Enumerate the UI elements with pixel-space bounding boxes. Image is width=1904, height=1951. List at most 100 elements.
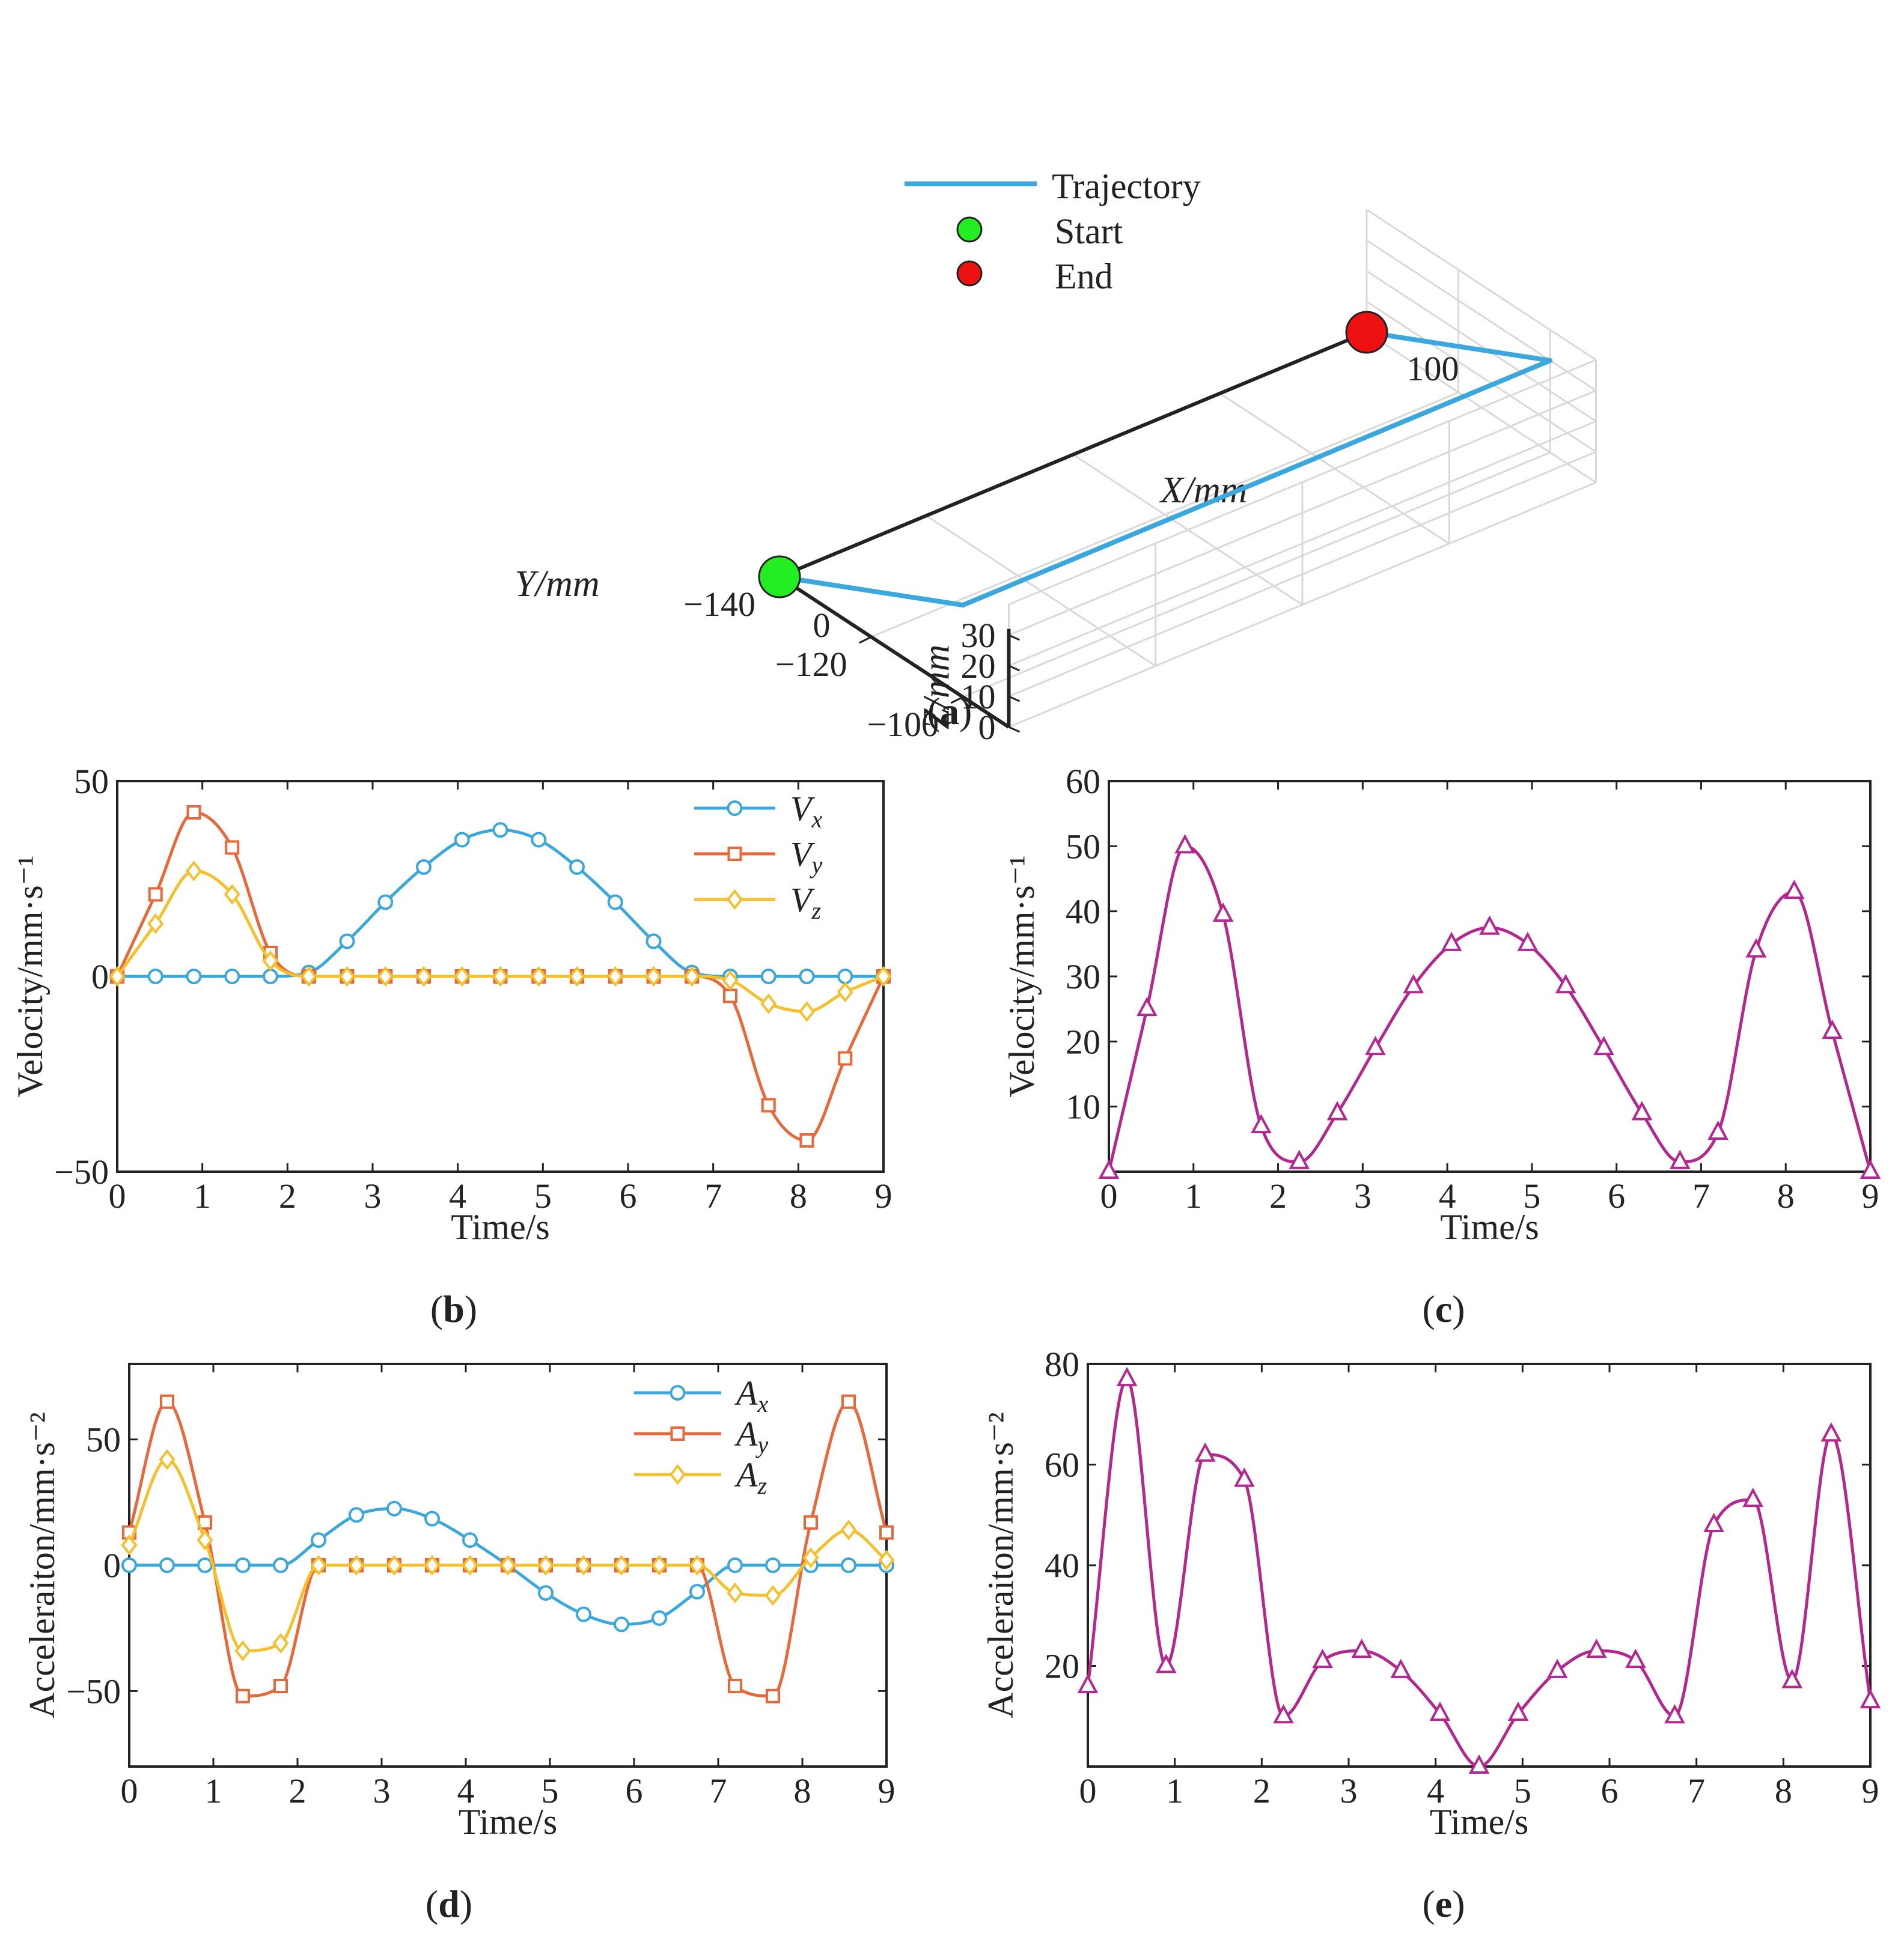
data-point-Vz-16 [722, 970, 739, 991]
data-point-Vz-19 [837, 981, 853, 1003]
legend-label-Vx: Vx [790, 789, 822, 833]
data-point-A-14 [1625, 1648, 1646, 1669]
legend-label-Vz: Vz [790, 880, 821, 924]
data-point-Ax-12 [576, 1606, 591, 1622]
x-tick-label: 5 [1514, 1771, 1531, 1810]
data-point-Vy-16 [723, 988, 737, 1003]
data-point-Ay-19 [841, 1394, 856, 1409]
x-tick-label: 9 [1862, 1771, 1879, 1810]
data-point-Ax-8 [424, 1511, 440, 1527]
data-point-A-17 [1742, 1487, 1764, 1508]
y-axis-label: Velocity/mm·s⁻¹ [1002, 856, 1042, 1098]
x-tick-label: 8 [1775, 1771, 1792, 1810]
data-point-V-1 [1137, 996, 1158, 1017]
data-point-Vx-11 [531, 832, 547, 848]
panel-a-3d-trajectory: 0102030−100−120−1400100X/mmY/mmZ/mmTraje… [514, 166, 1597, 747]
data-point-Vx-7 [377, 894, 394, 910]
y-tick-label: 60 [1045, 1446, 1079, 1485]
data-point-Vx-19 [837, 969, 853, 984]
legend-label-start: Start [1055, 212, 1123, 251]
legend-marker-Ax [670, 1385, 686, 1401]
data-point-A-20 [1860, 1688, 1881, 1709]
data-point-Az-9 [462, 1554, 478, 1576]
x-tick-label: 3 [1354, 1176, 1372, 1216]
data-point-Vx-8 [416, 859, 432, 875]
x-tick-label: 1 [1166, 1771, 1183, 1810]
legend-marker-start [956, 216, 983, 243]
x-tick-label: 4 [1439, 1176, 1456, 1216]
data-point-Az-8 [424, 1554, 441, 1576]
x-tick-label: 0 [813, 606, 831, 645]
data-point-Az-10 [499, 1554, 516, 1576]
data-point-Vx-13 [607, 894, 623, 910]
data-point-Az-20 [878, 1550, 895, 1571]
data-point-V-2 [1174, 834, 1196, 854]
grid-line [1366, 270, 1597, 422]
data-point-Ax-5 [311, 1532, 326, 1548]
panel-caption: (d) [426, 1883, 472, 1925]
y-tick-label: 0 [91, 957, 109, 996]
data-point-Ax-7 [386, 1500, 402, 1517]
data-point-A-4 [1234, 1467, 1255, 1487]
data-point-Ax-15 [689, 1583, 705, 1599]
data-point-V-7 [1365, 1035, 1386, 1056]
z-tick-label: 10 [961, 677, 996, 716]
z-tick-label: 30 [961, 616, 996, 655]
x-axis-label: Time/s [1430, 1802, 1529, 1842]
x-tick-label: 8 [794, 1771, 811, 1810]
data-point-Ay-1 [160, 1394, 174, 1409]
data-point-Vy-1 [148, 887, 163, 902]
grid-line [1366, 239, 1597, 392]
data-point-V-5 [1289, 1149, 1310, 1169]
data-point-V-4 [1251, 1113, 1272, 1134]
legend-marker-Az [669, 1464, 686, 1485]
data-point-Vz-18 [798, 1001, 816, 1022]
data-point-Ax-17 [765, 1557, 781, 1573]
data-point-Az-6 [348, 1554, 365, 1576]
x-tick-label: 0 [1079, 1771, 1097, 1810]
data-point-A-11 [1507, 1701, 1529, 1721]
data-point-Vx-17 [760, 969, 777, 984]
data-point-A-9 [1429, 1701, 1451, 1721]
legend-label-Az: Az [734, 1455, 767, 1499]
data-point-Ax-9 [462, 1532, 478, 1548]
panel-e-acceleration-magnitude: 0 1 2 3 4 5 6 7 8 9 20 40 60 80 Time/s Acceleraiton/mm·… [981, 1345, 1881, 1925]
panel-b-velocity-components: 0 1 2 3 4 5 6 7 8 9−50050Time/sVelocity/mm·s⁻¹VxV… [10, 762, 892, 1330]
data-point-Vx-9 [454, 832, 470, 848]
data-point-Vz-20 [875, 966, 892, 987]
data-point-V-9 [1441, 931, 1462, 951]
x-tick-label: 7 [704, 1176, 722, 1216]
data-point-A-5 [1273, 1704, 1294, 1724]
data-point-Vz-8 [415, 966, 432, 987]
data-point-V-17 [1745, 938, 1767, 958]
legend-marker-Ay [670, 1426, 685, 1441]
data-point-Ax-3 [235, 1557, 251, 1573]
legend-marker-Vz [726, 889, 743, 910]
data-point-V-15 [1669, 1149, 1691, 1169]
x-tick-label: 7 [710, 1771, 727, 1810]
data-point-V-6 [1326, 1101, 1348, 1121]
panel-caption: (c) [1422, 1288, 1465, 1330]
data-point-Ax-19 [841, 1557, 856, 1573]
x-tick-label: 7 [1688, 1771, 1705, 1810]
data-point-Vz-17 [760, 993, 777, 1014]
data-point-Az-16 [727, 1582, 743, 1604]
grid-line [1072, 454, 1303, 606]
y-axis [778, 575, 1010, 729]
data-point-V-0 [1098, 1159, 1120, 1179]
data-point-A-16 [1703, 1512, 1724, 1532]
legend-subscript: x [757, 1390, 768, 1417]
x-tick-label: 7 [1692, 1176, 1710, 1216]
x-tick-label: 6 [626, 1771, 643, 1810]
panel-caption: (e) [1422, 1883, 1465, 1925]
data-point-Vx-6 [339, 933, 355, 949]
data-point-Vx-2 [186, 969, 202, 984]
x-tick-label: 6 [1601, 1771, 1619, 1810]
y-tick-label: 0 [103, 1546, 121, 1585]
caption-letter: e [1435, 1883, 1452, 1925]
data-point-Ax-0 [121, 1557, 137, 1573]
data-point-Ax-11 [538, 1585, 554, 1601]
data-point-Ax-4 [273, 1557, 288, 1573]
data-point-A-12 [1546, 1658, 1568, 1678]
data-point-Ax-1 [159, 1557, 175, 1573]
